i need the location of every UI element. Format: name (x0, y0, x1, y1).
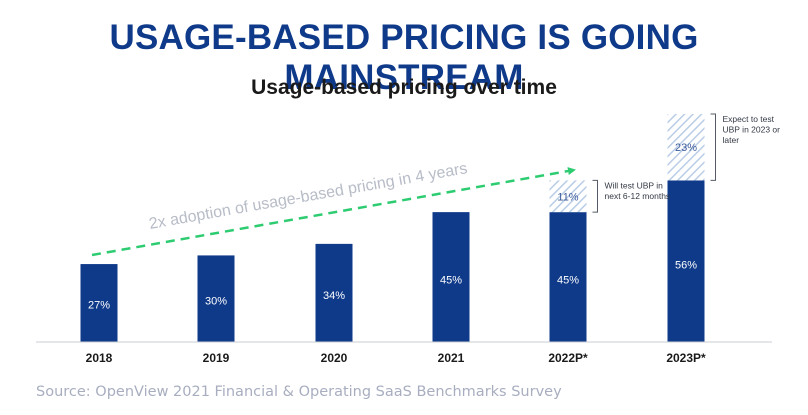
bar-projected (549, 180, 587, 213)
bar (432, 212, 470, 342)
annotation-bracket (592, 179, 598, 213)
x-tick-label: 2022P* (548, 351, 588, 365)
bar-value-label: 27% (88, 300, 110, 312)
bar (315, 243, 353, 342)
bar-projected-label: 23% (675, 142, 697, 154)
x-tick-label: 2023P* (666, 351, 706, 365)
annotation-text: UBP in 2023 or (723, 125, 781, 135)
page-title: USAGE-BASED PRICING IS GOING MAINSTREAM (109, 18, 699, 97)
bar (549, 212, 587, 342)
bar-value-label: 34% (323, 290, 345, 302)
annotation-bracket (710, 113, 716, 181)
annotation-text: Expect to test (723, 114, 775, 124)
x-tick-label: 2018 (86, 351, 113, 365)
x-tick-label: 2021 (438, 351, 465, 365)
bar-value-label: 45% (557, 275, 579, 287)
bar-projected (667, 114, 705, 181)
source-note: Source: OpenView 2021 Financial & Operat… (36, 384, 562, 400)
annotation-text: Will test UBP in (605, 180, 664, 190)
annotation-text: next 6-12 months (605, 191, 671, 201)
x-tick-label: 2020 (321, 351, 348, 365)
bar (80, 264, 118, 342)
trend-arrow (91, 167, 576, 257)
bar-value-label: 45% (440, 275, 462, 287)
bar (197, 255, 235, 342)
chart-subtitle: Usage-based pricing over time (251, 76, 557, 99)
bar-value-label: 30% (205, 295, 227, 307)
x-tick-label: 2019 (203, 351, 230, 365)
bar (667, 180, 705, 342)
bar-projected-label: 11% (557, 191, 578, 203)
annotation-text: later (723, 135, 740, 145)
bar-value-label: 56% (675, 259, 697, 271)
